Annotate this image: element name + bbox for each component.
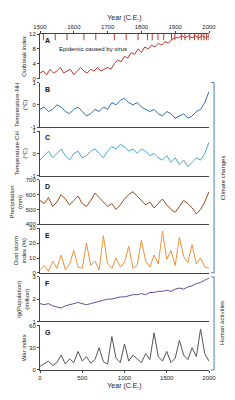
svg-text:10: 10 xyxy=(29,255,36,261)
svg-text:Temperature-CH(°C): Temperature-CH(°C) xyxy=(14,131,28,175)
svg-text:Human activities: Human activities xyxy=(219,301,225,345)
svg-text:1000: 1000 xyxy=(118,375,132,381)
svg-text:2000: 2000 xyxy=(202,375,216,381)
svg-text:1: 1 xyxy=(32,128,36,134)
svg-text:B: B xyxy=(45,86,50,93)
svg-text:500: 500 xyxy=(77,375,88,381)
svg-text:1700: 1700 xyxy=(101,24,115,30)
svg-text:4: 4 xyxy=(32,61,36,67)
svg-text:500: 500 xyxy=(26,207,37,213)
svg-text:600: 600 xyxy=(26,192,37,198)
svg-text:0: 0 xyxy=(38,375,42,381)
svg-text:Year (C.E.): Year (C.E.) xyxy=(107,14,141,22)
svg-text:1: 1 xyxy=(32,80,36,86)
svg-text:A: A xyxy=(45,37,50,44)
svg-text:Precipitation(mm): Precipitation(mm) xyxy=(9,185,23,218)
svg-text:Epidemic caused by virus: Epidemic caused by virus xyxy=(59,46,127,52)
svg-text:30: 30 xyxy=(29,225,36,231)
svg-text:8: 8 xyxy=(32,46,36,52)
svg-text:2: 2 xyxy=(32,296,36,302)
svg-text:20: 20 xyxy=(29,240,36,246)
svg-text:3: 3 xyxy=(32,274,36,280)
svg-text:0: 0 xyxy=(32,367,36,373)
svg-text:0: 0 xyxy=(32,151,36,157)
svg-text:0: 0 xyxy=(32,270,36,276)
svg-text:lg(Population)(million): lg(Population)(million) xyxy=(16,281,30,318)
svg-text:0: 0 xyxy=(32,102,36,108)
svg-text:30: 30 xyxy=(29,345,36,351)
svg-text:War index: War index xyxy=(21,334,27,361)
svg-text:12: 12 xyxy=(29,31,36,37)
svg-text:-1: -1 xyxy=(30,124,36,130)
svg-text:60: 60 xyxy=(29,323,36,329)
svg-text:Outbreak index: Outbreak index xyxy=(21,36,27,77)
svg-text:C: C xyxy=(45,134,50,141)
svg-text:400: 400 xyxy=(26,221,37,227)
svg-text:1800: 1800 xyxy=(135,24,149,30)
svg-text:1900: 1900 xyxy=(169,24,183,30)
svg-text:1500: 1500 xyxy=(160,375,174,381)
svg-text:G: G xyxy=(45,329,51,336)
svg-text:1500: 1500 xyxy=(33,24,47,30)
svg-text:2000: 2000 xyxy=(202,24,216,30)
svg-text:Year (C.E.): Year (C.E.) xyxy=(107,382,141,390)
svg-text:Temperature-NH(°C): Temperature-NH(°C) xyxy=(14,83,28,127)
svg-text:1600: 1600 xyxy=(67,24,81,30)
svg-text:F: F xyxy=(45,280,50,287)
svg-text:0: 0 xyxy=(32,76,36,82)
svg-text:E: E xyxy=(45,232,50,239)
svg-text:Dust stormindex (%): Dust stormindex (%) xyxy=(13,236,27,265)
svg-text:1: 1 xyxy=(32,319,36,325)
svg-text:700: 700 xyxy=(26,177,37,183)
svg-text:Climate changes: Climate changes xyxy=(220,156,226,201)
svg-text:D: D xyxy=(45,183,50,190)
svg-text:-1: -1 xyxy=(30,173,36,179)
